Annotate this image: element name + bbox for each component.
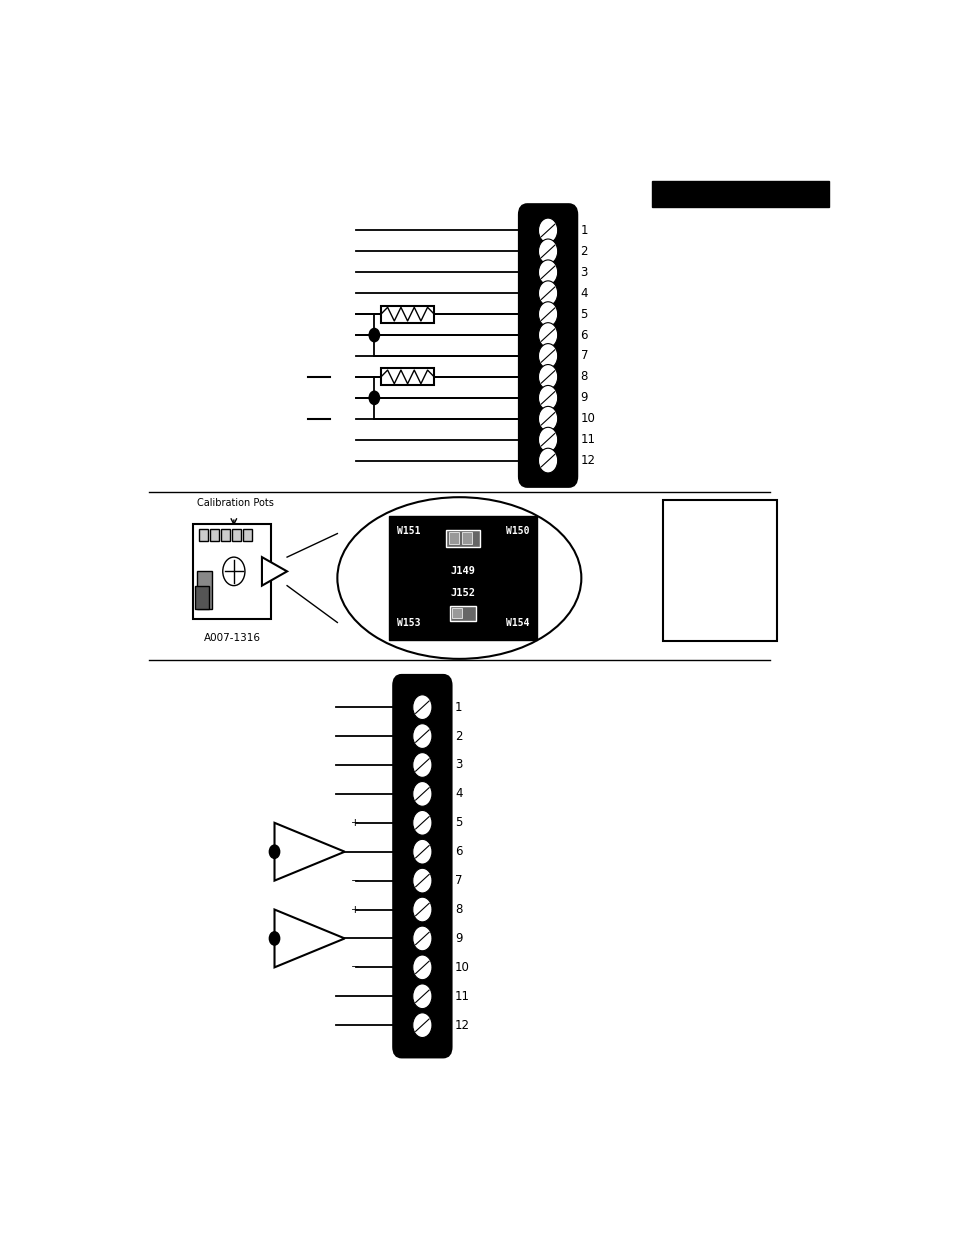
Polygon shape (274, 909, 344, 967)
Circle shape (413, 897, 432, 921)
Text: 8: 8 (455, 903, 462, 916)
Circle shape (537, 364, 558, 389)
Circle shape (537, 280, 558, 305)
Polygon shape (262, 557, 287, 585)
Text: +: + (351, 818, 359, 827)
Text: 12: 12 (455, 1019, 470, 1031)
Bar (452, 609, 461, 618)
Text: 11: 11 (455, 989, 470, 1003)
Circle shape (537, 406, 558, 431)
Text: 2: 2 (455, 730, 462, 742)
Text: −: − (351, 876, 359, 885)
Circle shape (369, 391, 379, 405)
Text: 5: 5 (455, 816, 462, 830)
Circle shape (413, 868, 432, 893)
Text: 9: 9 (455, 932, 462, 945)
FancyBboxPatch shape (519, 205, 576, 485)
Circle shape (413, 752, 432, 777)
Text: 1: 1 (455, 700, 462, 714)
Circle shape (537, 240, 558, 264)
Circle shape (413, 984, 432, 1009)
Text: 10: 10 (455, 961, 469, 974)
Text: 7: 7 (455, 874, 462, 887)
Bar (196, 572, 212, 609)
Bar (461, 532, 472, 543)
Text: 3: 3 (580, 266, 587, 279)
Text: 2: 2 (580, 245, 587, 258)
Bar (380, 305, 434, 322)
Text: Calibration Pots: Calibration Pots (196, 498, 274, 508)
Text: 1: 1 (580, 224, 587, 237)
Bar (243, 529, 252, 541)
Text: +: + (351, 904, 359, 915)
Text: 4: 4 (455, 788, 462, 800)
Bar (233, 529, 241, 541)
Circle shape (413, 810, 432, 835)
Text: 6: 6 (455, 845, 462, 858)
Text: 4: 4 (580, 287, 587, 300)
Bar (651, 182, 828, 207)
Circle shape (537, 343, 558, 368)
Circle shape (413, 782, 432, 806)
Circle shape (537, 301, 558, 326)
Text: 9: 9 (580, 391, 587, 404)
Text: W151: W151 (396, 526, 419, 536)
Bar (195, 585, 209, 609)
Text: W154: W154 (505, 619, 529, 629)
Bar (446, 530, 479, 547)
Circle shape (537, 448, 558, 473)
FancyBboxPatch shape (394, 676, 450, 1056)
Text: 11: 11 (580, 433, 595, 446)
Circle shape (537, 322, 558, 347)
Bar (389, 516, 537, 640)
Circle shape (269, 931, 279, 945)
Text: 8: 8 (580, 370, 587, 383)
Text: 6: 6 (580, 329, 587, 342)
Circle shape (369, 329, 379, 342)
Circle shape (413, 724, 432, 748)
Text: A007-1316: A007-1316 (203, 634, 260, 643)
Bar (199, 529, 208, 541)
Bar (662, 500, 777, 641)
Text: 3: 3 (455, 758, 462, 772)
Circle shape (537, 385, 558, 410)
Ellipse shape (337, 498, 580, 658)
Text: 12: 12 (580, 454, 595, 467)
Bar (448, 532, 458, 543)
Circle shape (413, 955, 432, 979)
Bar (380, 368, 434, 385)
Text: 10: 10 (580, 412, 595, 425)
Text: J149: J149 (450, 566, 475, 576)
Circle shape (413, 1013, 432, 1037)
Bar (210, 529, 219, 541)
Circle shape (537, 219, 558, 243)
Circle shape (413, 926, 432, 951)
Circle shape (537, 427, 558, 452)
Text: 7: 7 (580, 350, 587, 363)
Bar (221, 529, 230, 541)
Text: J152: J152 (450, 588, 475, 598)
Circle shape (413, 695, 432, 720)
Circle shape (537, 259, 558, 284)
Text: W153: W153 (396, 619, 419, 629)
Polygon shape (274, 823, 344, 881)
Text: 5: 5 (580, 308, 587, 321)
Bar (450, 605, 476, 621)
Bar (193, 524, 271, 619)
Circle shape (269, 845, 279, 858)
Text: −: − (351, 962, 359, 972)
Text: W150: W150 (505, 526, 529, 536)
Circle shape (222, 557, 245, 585)
Circle shape (413, 840, 432, 864)
